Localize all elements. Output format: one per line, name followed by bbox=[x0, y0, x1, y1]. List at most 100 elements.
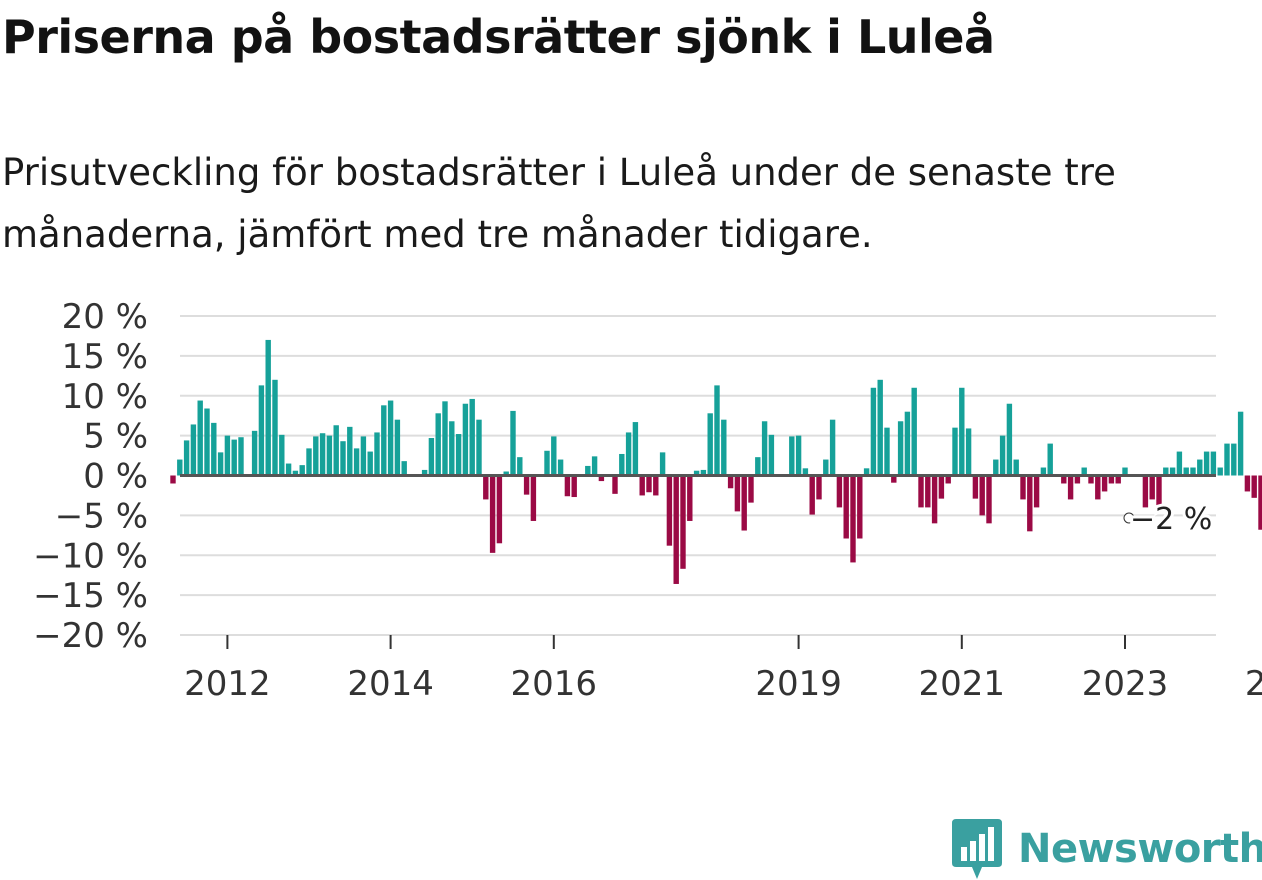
bar bbox=[1088, 475, 1094, 484]
bar bbox=[870, 387, 877, 476]
bar bbox=[972, 475, 979, 499]
bar bbox=[993, 459, 999, 476]
bar bbox=[258, 385, 265, 476]
bar bbox=[1224, 443, 1230, 476]
bar bbox=[374, 432, 380, 476]
bar bbox=[925, 475, 931, 508]
bar bbox=[421, 469, 428, 476]
bar bbox=[836, 475, 843, 508]
bar bbox=[687, 475, 693, 521]
bar bbox=[959, 387, 965, 476]
bar bbox=[952, 427, 958, 476]
bar bbox=[768, 434, 775, 476]
bar bbox=[734, 475, 741, 512]
bar bbox=[979, 475, 985, 516]
bar bbox=[1027, 475, 1033, 532]
bar bbox=[476, 419, 482, 476]
annotation-marker bbox=[1123, 512, 1135, 524]
x-tick-label: 2014 bbox=[347, 664, 434, 704]
bar bbox=[394, 419, 401, 476]
bar bbox=[1006, 403, 1013, 476]
bar bbox=[353, 448, 360, 476]
bar bbox=[965, 428, 972, 476]
newsworthy-logo: Newsworthy bbox=[952, 818, 1262, 880]
bar bbox=[945, 475, 951, 484]
bar bbox=[272, 379, 278, 476]
bar bbox=[938, 475, 945, 499]
bar bbox=[530, 475, 537, 521]
bar bbox=[897, 421, 904, 476]
bar bbox=[564, 475, 571, 497]
bar bbox=[347, 426, 353, 476]
bar bbox=[931, 475, 938, 524]
brand-name: Newsworthy bbox=[1018, 826, 1262, 872]
bar bbox=[292, 470, 299, 476]
bar bbox=[789, 436, 795, 476]
bar-chart: 20 %15 %10 %5 %0 %−5 %−10 %−15 %−20 % 201… bbox=[33, 297, 1262, 704]
bar bbox=[1244, 475, 1251, 492]
bar bbox=[170, 475, 176, 484]
bar bbox=[1074, 475, 1081, 484]
bar bbox=[591, 456, 598, 476]
bar bbox=[387, 400, 394, 476]
bar bbox=[367, 451, 373, 476]
bar bbox=[823, 459, 829, 476]
bar bbox=[224, 435, 231, 476]
x-tick-label: 2021 bbox=[919, 664, 1006, 704]
bar bbox=[326, 435, 333, 476]
bar bbox=[700, 469, 707, 476]
bar bbox=[795, 435, 802, 476]
bar bbox=[557, 459, 564, 476]
bar bbox=[625, 432, 632, 476]
x-tick-label: 2016 bbox=[511, 664, 598, 704]
bar bbox=[1108, 475, 1115, 484]
bar bbox=[1122, 467, 1128, 476]
bar bbox=[693, 470, 700, 476]
bar bbox=[313, 436, 319, 476]
bar bbox=[571, 475, 577, 498]
bar bbox=[755, 457, 761, 476]
bar bbox=[918, 475, 924, 508]
bar bbox=[680, 475, 686, 569]
bar bbox=[483, 475, 489, 500]
annotation-label: −2 % bbox=[1130, 502, 1212, 537]
bar bbox=[1251, 475, 1257, 498]
bar bbox=[673, 475, 679, 584]
bar bbox=[1258, 475, 1262, 530]
bar bbox=[523, 475, 530, 495]
bar bbox=[999, 435, 1006, 476]
x-tick-label: 2025 bbox=[1245, 664, 1262, 704]
bar bbox=[1169, 467, 1176, 476]
bar bbox=[285, 463, 292, 476]
bar bbox=[1217, 467, 1223, 476]
x-tick-label: 2023 bbox=[1082, 664, 1169, 704]
bar bbox=[863, 468, 870, 476]
bar bbox=[299, 465, 305, 476]
x-tick-label: 2012 bbox=[184, 664, 271, 704]
bar bbox=[455, 434, 462, 476]
bar bbox=[1190, 467, 1196, 476]
bar bbox=[1156, 475, 1162, 508]
bar bbox=[646, 475, 652, 493]
bar bbox=[741, 475, 747, 531]
bar bbox=[1231, 443, 1237, 476]
bar bbox=[183, 440, 190, 476]
bar bbox=[1061, 475, 1067, 484]
bar bbox=[904, 411, 911, 476]
newsworthy-logo-icon bbox=[952, 819, 1002, 879]
bar bbox=[748, 475, 754, 503]
bar bbox=[761, 421, 768, 476]
bar bbox=[503, 471, 509, 476]
bar bbox=[238, 437, 244, 476]
bar bbox=[619, 453, 625, 476]
bar bbox=[517, 457, 523, 476]
bar bbox=[1101, 475, 1108, 492]
bar bbox=[714, 385, 720, 476]
y-tick-label: 15 % bbox=[62, 337, 148, 377]
bar bbox=[251, 430, 258, 476]
bar bbox=[360, 436, 367, 476]
bar bbox=[843, 475, 849, 539]
bar bbox=[510, 410, 516, 476]
bar bbox=[1142, 475, 1149, 508]
bar bbox=[211, 422, 217, 476]
